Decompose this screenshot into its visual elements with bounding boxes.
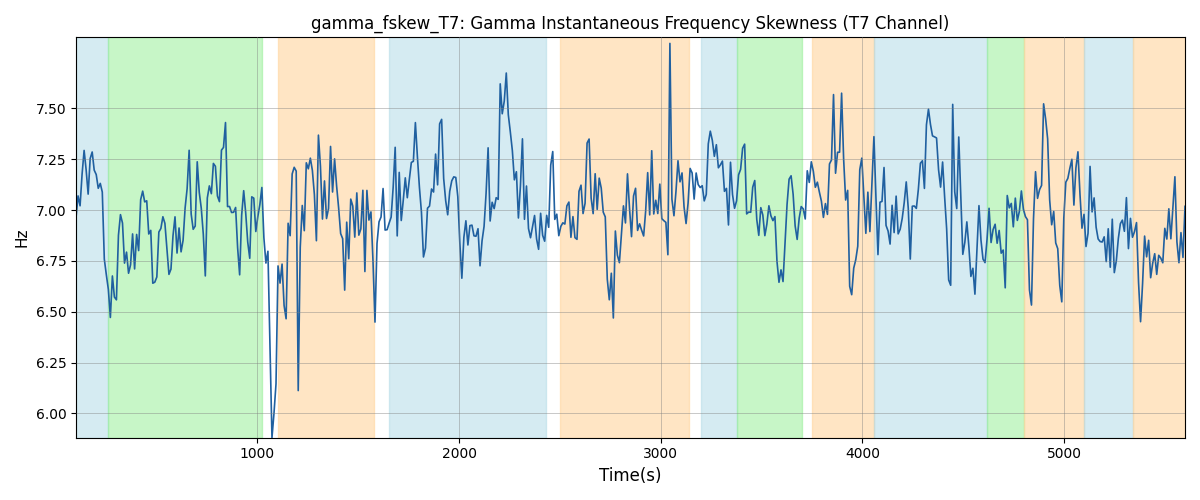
Bar (108, 38, 262, 438)
Bar (701, 38, 737, 438)
Bar (812, 38, 875, 438)
Bar (737, 38, 802, 438)
Bar (389, 38, 546, 438)
Bar (560, 38, 689, 438)
Bar (988, 38, 1024, 438)
X-axis label: Time(s): Time(s) (599, 467, 661, 485)
Bar (1024, 38, 1084, 438)
Y-axis label: Hz: Hz (14, 228, 30, 248)
Bar (1133, 38, 1184, 438)
Bar (76, 38, 108, 438)
Bar (277, 38, 374, 438)
Title: gamma_fskew_T7: Gamma Instantaneous Frequency Skewness (T7 Channel): gamma_fskew_T7: Gamma Instantaneous Freq… (311, 15, 949, 34)
Bar (875, 38, 988, 438)
Bar (1084, 38, 1133, 438)
